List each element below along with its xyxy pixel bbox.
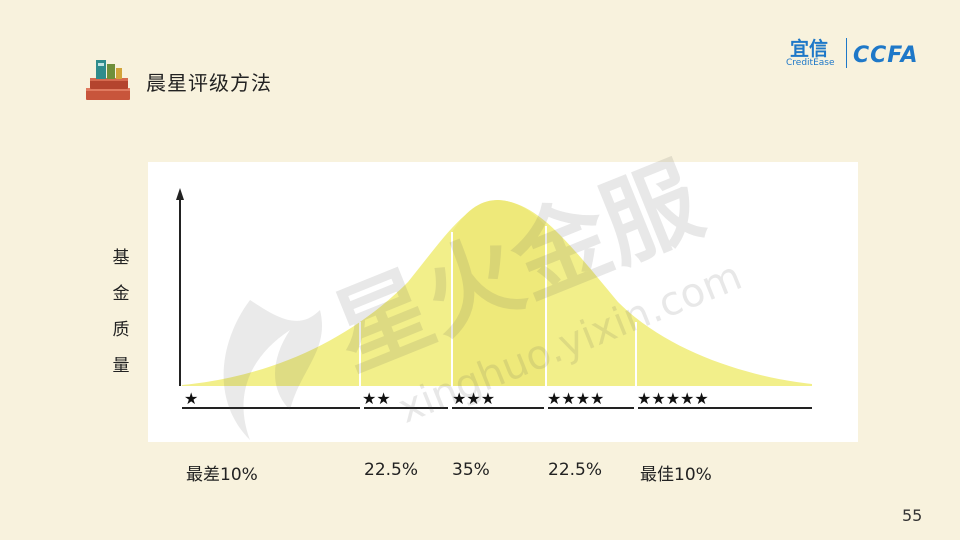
rating-diagram-panel: ★ ★★ ★★★ ★★★★ ★★★★★ (148, 162, 858, 442)
logo-en-text: CreditEase (786, 58, 835, 68)
page-title: 晨星评级方法 (146, 70, 272, 95)
stars-1: ★ (184, 389, 198, 408)
stars-2: ★★ (362, 389, 391, 408)
y-axis-label: 基 金 质 量 (104, 240, 138, 384)
percent-label-2star: 22.5% (364, 460, 419, 480)
ccfa-logo-text: CCFA (853, 43, 919, 66)
y-label-char: 金 (112, 284, 130, 304)
percent-label-worst: 最差10% (186, 465, 258, 485)
y-label-char: 基 (112, 248, 130, 268)
bell-curve-center-band (452, 200, 546, 386)
bell-curve-diagram: ★ ★★ ★★★ ★★★★ ★★★★★ (176, 188, 812, 410)
logo-cn-text: 宜信 (790, 38, 829, 60)
ccfa-logo: CCFA (853, 43, 919, 66)
logo-divider (846, 38, 847, 68)
page-number: 55 (902, 506, 923, 525)
y-axis-arrow (176, 188, 184, 200)
percent-label-4star: 22.5% (548, 460, 603, 480)
books-icon (86, 60, 130, 100)
stars-4: ★★★★ (547, 389, 604, 408)
slide-header: 晨星评级方法 (84, 58, 272, 104)
y-label-char: 质 (112, 320, 130, 340)
stars-5: ★★★★★ (637, 389, 709, 408)
percent-label-best: 最佳10% (640, 465, 712, 485)
y-label-char: 量 (112, 356, 130, 376)
company-logo: 宜信 CreditEase CCFA (786, 34, 932, 74)
percent-label-3star: 35% (452, 460, 490, 480)
stars-3: ★★★ (452, 389, 495, 408)
